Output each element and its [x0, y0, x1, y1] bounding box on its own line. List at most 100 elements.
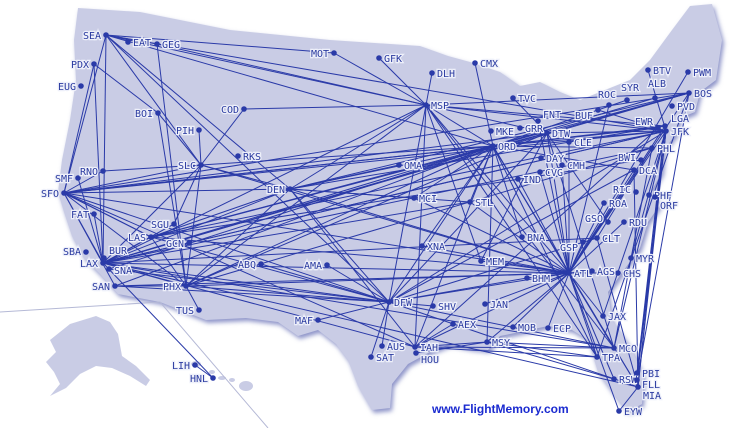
airport-bwi[interactable]: BWI — [617, 152, 644, 165]
airport-marker[interactable] — [621, 219, 627, 225]
airport-marker[interactable] — [628, 255, 634, 261]
airport-mci[interactable]: MCI — [411, 193, 438, 206]
airport-marker[interactable] — [566, 139, 572, 145]
airport-mco[interactable]: MCO — [611, 343, 638, 356]
airport-pdx[interactable]: PDX — [70, 59, 97, 72]
airport-syr[interactable]: SYR — [620, 82, 641, 103]
airport-marker[interactable] — [61, 190, 67, 196]
airport-marker[interactable] — [646, 192, 652, 198]
airport-marker[interactable] — [488, 128, 494, 134]
airport-gfk[interactable]: GFK — [376, 53, 403, 66]
airport-marker[interactable] — [429, 70, 435, 76]
airport-cmx[interactable]: CMX — [472, 58, 499, 71]
airport-aex[interactable]: AEX — [450, 319, 477, 332]
airport-marker[interactable] — [430, 303, 436, 309]
airport-pvd[interactable]: PVD — [669, 101, 696, 114]
airport-marker[interactable] — [652, 95, 658, 101]
airport-sfo[interactable]: SFO — [40, 188, 67, 201]
airport-orf[interactable]: ORF — [652, 194, 679, 213]
airport-marker[interactable] — [258, 261, 264, 267]
airport-fnt[interactable]: FNT — [535, 109, 562, 124]
airport-msy[interactable]: MSY — [484, 337, 511, 350]
airport-xna[interactable]: XNA — [419, 241, 446, 254]
airport-mot[interactable]: MOT — [310, 48, 337, 61]
airport-marker[interactable] — [198, 162, 204, 168]
airport-geg[interactable]: GEG — [154, 39, 181, 52]
airport-ewr[interactable]: EWR — [634, 116, 661, 131]
airport-marker[interactable] — [148, 234, 154, 240]
airport-marker[interactable] — [241, 106, 247, 112]
airport-ama[interactable]: AMA — [303, 260, 330, 273]
airport-maf[interactable]: MAF — [294, 315, 321, 328]
airport-marker[interactable] — [645, 67, 651, 73]
airport-roa[interactable]: ROA — [601, 198, 628, 211]
airport-buf[interactable]: BUF — [574, 107, 601, 123]
airport-marker[interactable] — [594, 354, 600, 360]
airport-marker[interactable] — [78, 83, 84, 89]
airport-iah[interactable]: IAH — [412, 342, 439, 355]
airport-marker[interactable] — [624, 97, 630, 103]
airport-marker[interactable] — [101, 255, 107, 261]
airport-sba[interactable]: SBA — [62, 246, 89, 259]
airport-marker[interactable] — [196, 307, 202, 313]
airport-marker[interactable] — [686, 90, 692, 96]
airport-atl[interactable]: ATL — [566, 268, 593, 281]
airport-marker[interactable] — [649, 145, 655, 151]
airport-cvg[interactable]: CVG — [537, 167, 564, 180]
airport-alb[interactable]: ALB — [647, 78, 667, 101]
airport-myr[interactable]: MYR — [628, 253, 656, 266]
airport-mke[interactable]: MKE — [488, 126, 515, 139]
airport-marker[interactable] — [544, 130, 550, 136]
airport-boi[interactable]: BOI — [134, 108, 161, 121]
airport-marker[interactable] — [112, 283, 118, 289]
airport-marker[interactable] — [411, 195, 417, 201]
airport-marker[interactable] — [183, 283, 189, 289]
airport-marker[interactable] — [450, 321, 456, 327]
airport-jan[interactable]: JAN — [482, 299, 509, 312]
airport-marker[interactable] — [324, 262, 330, 268]
airport-fll[interactable]: FLL — [634, 377, 661, 392]
airport-marker[interactable] — [685, 69, 691, 75]
airport-marker[interactable] — [655, 125, 661, 131]
airport-marker[interactable] — [478, 258, 484, 264]
airport-marker[interactable] — [611, 376, 617, 382]
airport-marker[interactable] — [662, 123, 668, 129]
airport-phf[interactable]: PHF — [646, 190, 673, 203]
airport-roc[interactable]: ROC — [597, 89, 617, 108]
airport-lih[interactable]: LIH — [171, 360, 198, 373]
airport-dfw[interactable]: DFW — [386, 297, 414, 310]
airport-cmh[interactable]: CMH — [559, 160, 586, 173]
airport-marker[interactable] — [75, 175, 81, 181]
airport-cle[interactable]: CLE — [566, 137, 593, 150]
airport-btv[interactable]: BTV — [645, 65, 672, 78]
airport-marker[interactable] — [631, 167, 637, 173]
airport-marker[interactable] — [595, 107, 601, 113]
airport-tvc[interactable]: TVC — [510, 93, 537, 106]
airport-marker[interactable] — [559, 162, 565, 168]
airport-marker[interactable] — [517, 125, 523, 131]
airport-marker[interactable] — [412, 344, 418, 350]
airport-marker[interactable] — [210, 375, 216, 381]
airport-marker[interactable] — [423, 102, 429, 108]
airport-phl[interactable]: PHL — [649, 143, 676, 156]
airport-marker[interactable] — [106, 266, 112, 272]
airport-mia[interactable]: MIA — [635, 384, 662, 403]
airport-bos[interactable]: BOS — [686, 88, 713, 101]
airport-rks[interactable]: RKS — [235, 151, 262, 164]
airport-shv[interactable]: SHV — [430, 301, 457, 314]
airport-tus[interactable]: TUS — [175, 305, 202, 318]
airport-marker[interactable] — [589, 268, 595, 274]
airport-marker[interactable] — [100, 168, 106, 174]
airport-marker[interactable] — [634, 370, 640, 376]
airport-marker[interactable] — [611, 345, 617, 351]
airport-day[interactable]: DAY — [538, 153, 565, 166]
flightmemory-link[interactable]: www.FlightMemory.com — [432, 402, 569, 416]
airport-rno[interactable]: RNO — [79, 166, 106, 179]
airport-marker[interactable] — [235, 153, 241, 159]
airport-den[interactable]: DEN — [266, 184, 293, 197]
airport-abq[interactable]: ABQ — [237, 259, 264, 272]
airport-marker[interactable] — [155, 110, 161, 116]
airport-marker[interactable] — [171, 221, 177, 227]
airport-rdu[interactable]: RDU — [621, 217, 648, 230]
airport-marker[interactable] — [519, 234, 525, 240]
